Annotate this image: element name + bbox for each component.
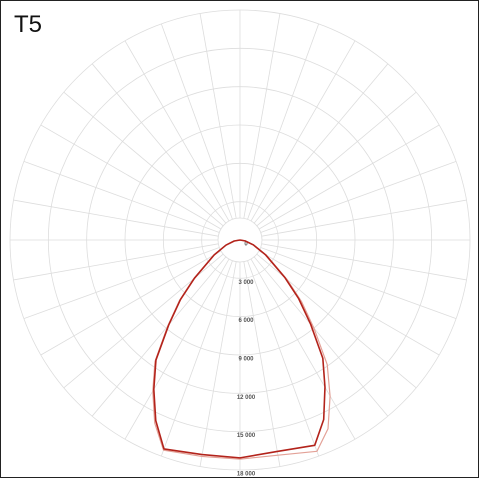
spoke bbox=[199, 13, 237, 219]
spoke bbox=[63, 91, 224, 227]
grid-ring bbox=[124, 124, 356, 356]
grid-ring bbox=[162, 162, 318, 318]
grid-ring bbox=[47, 47, 433, 433]
spoke bbox=[23, 160, 220, 233]
spoke bbox=[258, 124, 440, 230]
plot bbox=[152, 239, 331, 460]
spoke bbox=[160, 23, 233, 220]
r-tick-label: 0 bbox=[244, 242, 248, 248]
intensity-curve bbox=[153, 239, 326, 459]
spoke bbox=[253, 63, 389, 224]
r-tick-label: 3 000 bbox=[238, 280, 254, 286]
r-tick-label: 12 000 bbox=[237, 395, 256, 401]
spoke bbox=[160, 260, 233, 457]
grid: 0 3 000 6 000 9 000 12 000 15 000 18 000 bbox=[9, 9, 471, 478]
spoke bbox=[260, 247, 457, 320]
spoke bbox=[253, 256, 389, 417]
spoke bbox=[250, 258, 356, 440]
spoke bbox=[243, 13, 281, 219]
r-tick-label: 6 000 bbox=[238, 318, 254, 324]
spoke bbox=[256, 91, 417, 227]
chart-title: T5 bbox=[14, 11, 42, 38]
spoke bbox=[199, 261, 237, 467]
spoke bbox=[40, 124, 222, 230]
spoke bbox=[40, 250, 222, 356]
spoke bbox=[250, 40, 356, 222]
spoke bbox=[13, 243, 219, 281]
grid-ring bbox=[9, 9, 471, 471]
spoke bbox=[258, 250, 440, 356]
spoke bbox=[124, 40, 230, 222]
spoke bbox=[13, 199, 219, 237]
r-tick-label: 15 000 bbox=[237, 433, 256, 439]
spoke bbox=[23, 247, 220, 320]
grid-ring bbox=[86, 86, 394, 394]
spoke bbox=[247, 260, 320, 457]
spoke bbox=[91, 63, 227, 224]
spoke bbox=[261, 199, 467, 237]
spoke bbox=[247, 23, 320, 220]
spoke bbox=[260, 160, 457, 233]
spoke bbox=[124, 258, 230, 440]
r-tick-label: 18 000 bbox=[237, 472, 256, 478]
spoke bbox=[261, 243, 467, 281]
spoke bbox=[91, 256, 227, 417]
spoke bbox=[243, 261, 281, 467]
r-tick-label: 9 000 bbox=[238, 357, 254, 363]
grid-ring bbox=[201, 201, 279, 279]
